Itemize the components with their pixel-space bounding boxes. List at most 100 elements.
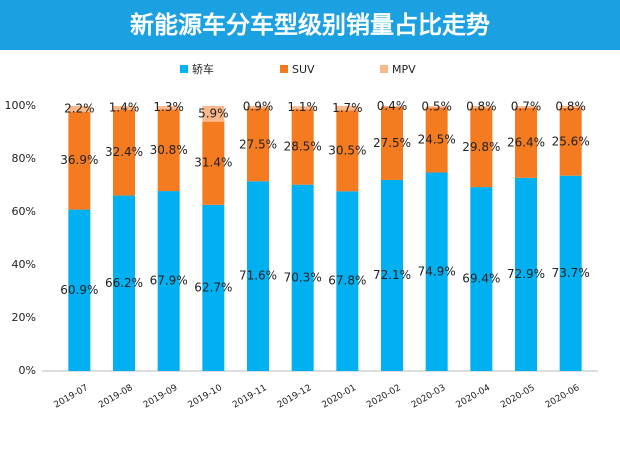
y-tick-label: 20% <box>12 311 36 324</box>
value-label: 0.8% <box>466 100 497 114</box>
value-label: 30.8% <box>150 143 188 157</box>
title-banner <box>0 0 620 50</box>
value-label: 2.2% <box>64 101 95 115</box>
value-label: 1.7% <box>332 101 363 115</box>
value-label: 0.7% <box>511 99 542 113</box>
x-tick-label: 2020-03 <box>410 383 448 410</box>
value-label: 62.7% <box>194 280 232 294</box>
value-label: 70.3% <box>284 270 322 284</box>
bar-segment <box>157 106 180 110</box>
value-label: 0.9% <box>243 100 274 114</box>
x-tick-label: 2020-04 <box>455 383 493 411</box>
bar-segment <box>381 106 403 108</box>
bar-segment <box>202 121 225 205</box>
value-label: 71.6% <box>239 269 277 283</box>
bar-segment <box>336 191 359 371</box>
legend-swatch <box>380 65 388 73</box>
bar-segment <box>157 191 180 371</box>
value-label: 25.6% <box>552 134 590 148</box>
value-label: 27.5% <box>373 136 411 150</box>
bar-segment <box>113 109 135 196</box>
bar-segment <box>470 187 493 371</box>
bar-segment <box>559 107 582 176</box>
value-label: 60.9% <box>60 283 98 297</box>
x-tick-label: 2020-06 <box>544 383 582 411</box>
y-tick-label: 40% <box>12 258 36 271</box>
value-label: 36.9% <box>60 153 98 167</box>
value-label: 27.5% <box>239 137 277 151</box>
bar-segment <box>425 106 448 108</box>
x-tick-label: 2020-05 <box>499 383 537 410</box>
bar-segment <box>559 175 582 371</box>
x-tick-label: 2019-12 <box>276 383 314 410</box>
bar-segment <box>336 106 359 111</box>
bar-segment <box>68 106 91 112</box>
value-label: 28.5% <box>284 139 322 153</box>
value-label: 69.4% <box>462 272 500 286</box>
y-tick-label: 80% <box>12 152 36 165</box>
value-label: 73.7% <box>552 266 590 280</box>
bar-segment <box>247 108 269 182</box>
value-label: 26.4% <box>507 135 545 149</box>
value-label: 1.3% <box>153 100 184 114</box>
y-tick-label: 0% <box>19 364 36 377</box>
bar-segment <box>470 106 493 109</box>
value-label: 72.9% <box>507 267 545 281</box>
x-tick-label: 2019-08 <box>97 383 135 411</box>
bar-segment <box>202 204 225 371</box>
legend-label: 轿车 <box>192 62 214 76</box>
y-tick-label: 100% <box>5 99 36 112</box>
x-tick-label: 2019-11 <box>231 383 269 410</box>
value-label: 72.1% <box>373 268 411 282</box>
value-label: 29.8% <box>462 140 500 154</box>
bar-segment <box>291 109 314 185</box>
legend-label: SUV <box>292 63 315 76</box>
value-label: 0.4% <box>377 99 408 113</box>
value-label: 24.5% <box>418 133 456 147</box>
legend-swatch <box>180 65 188 73</box>
value-label: 74.9% <box>418 264 456 278</box>
bar-segment <box>425 107 448 173</box>
bar-segment <box>336 110 359 192</box>
value-label: 67.9% <box>150 274 188 288</box>
x-tick-label: 2019-07 <box>53 383 91 410</box>
bar-segment <box>247 106 269 109</box>
bar-segment <box>68 111 91 210</box>
bar-segment <box>381 107 403 180</box>
bar-segment <box>515 177 537 371</box>
bar-segment <box>559 105 582 108</box>
bar-segment <box>291 106 314 110</box>
bar-segment <box>202 106 225 122</box>
bar-segment <box>425 172 448 371</box>
x-tick-label: 2020-02 <box>365 383 403 410</box>
bar-segment <box>291 184 314 371</box>
bar-segment <box>113 195 135 371</box>
value-label: 1.4% <box>109 100 140 114</box>
chart: 轿车 SUV MPV 0% 20% 40% 60% 80% 100% 2019-07 60.9% 36… <box>5 62 598 411</box>
legend-swatch <box>280 65 288 73</box>
x-tick-label: 2019-09 <box>142 383 180 411</box>
value-label: 31.4% <box>194 156 232 170</box>
bar-segment <box>470 108 493 188</box>
value-label: 5.9% <box>198 106 229 120</box>
value-label: 32.4% <box>105 145 143 159</box>
bar-segment <box>515 106 537 108</box>
bar-segment <box>381 179 403 371</box>
value-label: 67.8% <box>328 274 366 288</box>
value-label: 0.8% <box>555 99 586 113</box>
value-label: 1.1% <box>287 100 318 114</box>
bar-segment <box>113 106 135 110</box>
y-tick-label: 60% <box>12 205 36 218</box>
x-tick-label: 2020-01 <box>321 383 359 410</box>
chart-title: 新能源车分车型级别销量占比走势 <box>130 11 490 39</box>
value-label: 30.5% <box>328 143 366 157</box>
bar-segment <box>247 181 269 371</box>
value-label: 66.2% <box>105 276 143 290</box>
legend-label: MPV <box>392 63 416 76</box>
bar-segment <box>68 209 91 371</box>
value-label: 0.5% <box>421 99 452 113</box>
bar-segment <box>515 107 537 178</box>
x-tick-label: 2019-10 <box>187 383 225 411</box>
bar-segment <box>157 109 180 192</box>
